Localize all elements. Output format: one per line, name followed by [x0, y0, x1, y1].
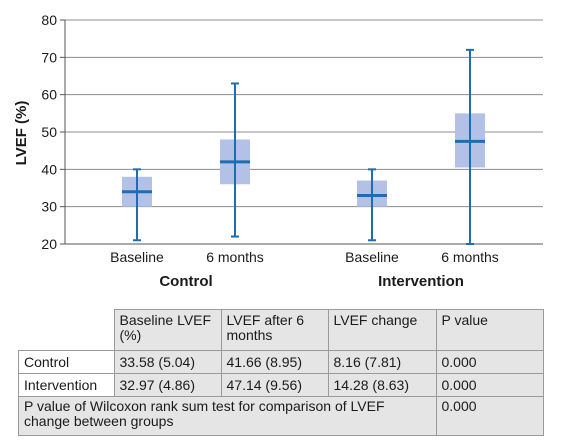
footer-note: P value of Wilcoxon rank sum test for co… [18, 396, 437, 436]
y-tick-label: 20 [41, 236, 57, 252]
results-table: Baseline LVEF (%) LVEF after 6 months LV… [18, 309, 544, 436]
row-label: Intervention [18, 373, 115, 397]
table-cell: 0.000 [435, 373, 544, 397]
x-axis-labels: Baseline 6 months Control Baseline 6 months I… [110, 249, 499, 290]
box-plot-marks [122, 48, 485, 245]
x-tick-label: Baseline [345, 249, 399, 265]
y-axis: 20 30 40 50 60 70 80 [41, 12, 543, 252]
y-tick-label: 80 [41, 12, 57, 28]
table-header-cell: LVEF after 6 months [220, 309, 329, 351]
table-row: Intervention 32.97 (4.86) 47.14 (9.56) 1… [18, 373, 544, 397]
y-tick-label: 30 [41, 199, 57, 215]
table-cell: 33.58 (5.04) [113, 350, 222, 374]
table-header-row: Baseline LVEF (%) LVEF after 6 months LV… [18, 309, 544, 351]
table-cell: 0.000 [435, 350, 544, 374]
x-tick-label: Baseline [110, 249, 164, 265]
table-cell: 41.66 (8.95) [220, 350, 329, 374]
y-axis-label: LVEF (%) [13, 101, 30, 166]
group-label: Intervention [378, 273, 464, 290]
table-cell: 32.97 (4.86) [113, 373, 222, 397]
table-cell: 14.28 (8.63) [327, 373, 437, 397]
table-cell: 47.14 (9.56) [220, 373, 329, 397]
y-tick-label: 40 [41, 161, 57, 177]
table-corner [18, 309, 114, 351]
y-tick-label: 70 [41, 49, 57, 65]
table-cell: 8.16 (7.81) [327, 350, 437, 374]
x-tick-label: 6 months [206, 249, 264, 265]
y-tick-label: 60 [41, 87, 57, 103]
y-tick-label: 50 [41, 124, 57, 140]
table-header-cell: Baseline LVEF (%) [113, 309, 222, 351]
table-footer-row: P value of Wilcoxon rank sum test for co… [18, 396, 544, 436]
table-row: Control 33.58 (5.04) 41.66 (8.95) 8.16 (… [18, 350, 544, 374]
row-label: Control [18, 350, 115, 374]
table-header-cell: LVEF change [327, 309, 437, 351]
group-label: Control [159, 273, 212, 290]
gridlines [65, 19, 543, 208]
footer-p-value: 0.000 [435, 396, 544, 436]
x-tick-label: 6 months [441, 249, 499, 265]
table-header-cell: P value [435, 309, 544, 351]
